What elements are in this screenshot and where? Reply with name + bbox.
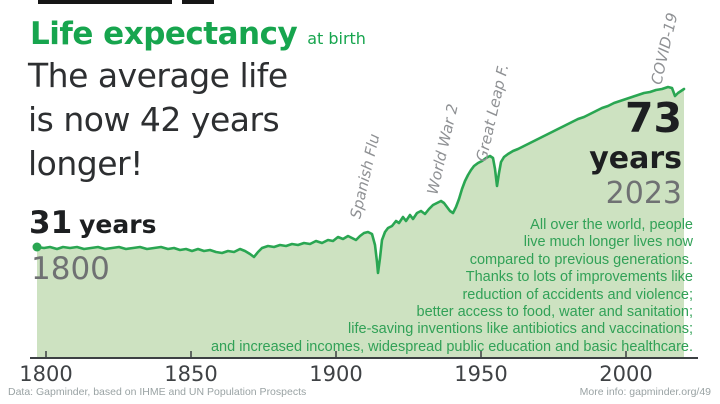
headline-line: longer! — [28, 144, 143, 183]
more-info-note: More info: gapminder.org/49 — [579, 386, 711, 398]
paragraph-line: Thanks to lots of improvements like — [465, 269, 693, 286]
paragraph-line: compared to previous generations. — [469, 251, 693, 268]
start-value: 31 — [29, 205, 73, 241]
end-value-label: 73 years 2023 — [589, 98, 682, 209]
data-source-note: Data: Gapminder, based on IHME and UN Po… — [8, 386, 307, 398]
paragraph-line: better access to food, water and sanitat… — [416, 304, 693, 321]
explanation-paragraph: All over the world, people live much lon… — [211, 217, 693, 356]
paragraph-line: reduction of accidents and violence; — [462, 286, 693, 303]
headline-line: is now 42 years — [28, 100, 280, 139]
start-unit: years — [79, 210, 157, 239]
x-tick-1950: 1950 — [454, 362, 508, 386]
headline-line: The average life — [28, 56, 288, 95]
chart-line — [35, 85, 686, 275]
paragraph-line: life-saving inventions like antibiotics … — [348, 321, 693, 338]
cropped-header-artifact — [38, 0, 172, 4]
headline: The average life is now 42 years longer! — [28, 54, 288, 186]
x-tick-1800: 1800 — [19, 362, 73, 386]
end-year-label: 2023 — [605, 176, 682, 211]
cropped-header-artifact — [182, 0, 214, 4]
start-dot — [32, 242, 42, 252]
end-value: 73 — [624, 94, 682, 142]
start-year-label: 1800 — [31, 251, 110, 287]
page-title: Life expectancy at birth — [30, 16, 366, 52]
paragraph-line: live much longer lives now — [523, 234, 693, 251]
x-tick-1900: 1900 — [309, 362, 363, 386]
end-unit: years — [589, 141, 682, 176]
x-tick-1850: 1850 — [164, 362, 218, 386]
paragraph-line: and increased incomes, widespread public… — [210, 338, 693, 355]
start-value-label: 31 years — [29, 205, 156, 241]
title-text: Life expectancy — [30, 16, 298, 52]
title-suffix: at birth — [307, 29, 366, 48]
x-tick-2000: 2000 — [599, 362, 653, 386]
chart-area — [37, 87, 684, 357]
paragraph-line: All over the world, people — [530, 217, 693, 233]
